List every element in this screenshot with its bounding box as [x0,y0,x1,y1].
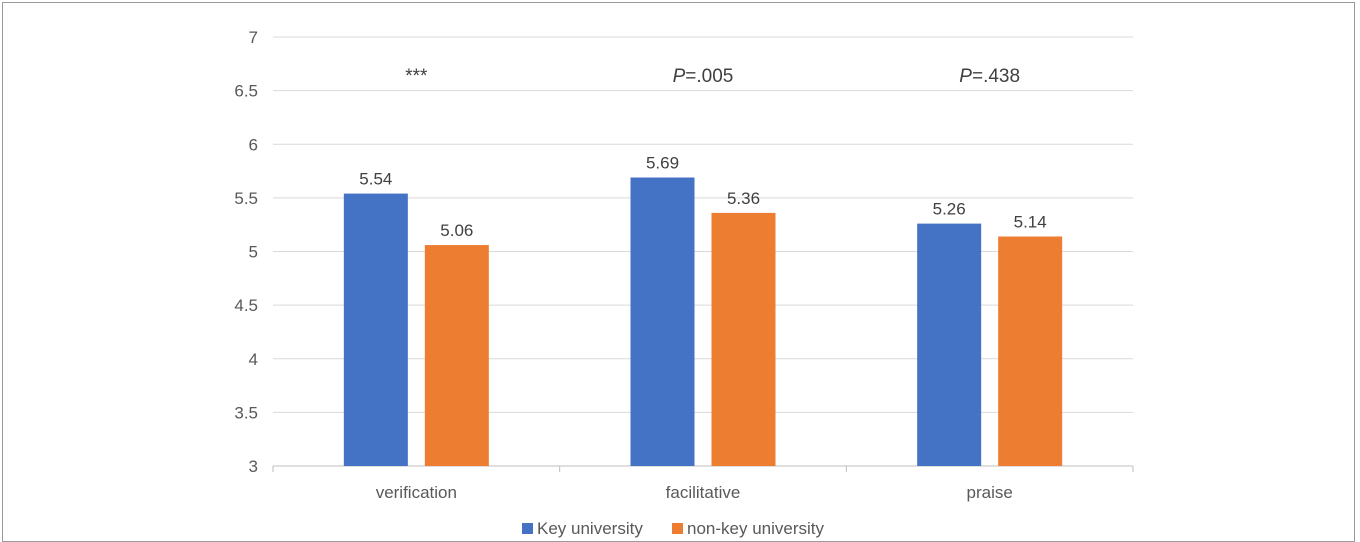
y-tick-label: 4 [249,350,258,369]
legend: Key university non-key university [522,519,825,538]
significance-annotation: *** [405,66,428,87]
legend-swatch [672,523,683,534]
bar-chart: 33.544.555.566.57 5.545.065.695.365.265.… [234,28,1134,538]
data-label: 5.14 [1014,212,1047,231]
data-label: 5.26 [933,200,966,219]
significance-annotation: P=.438 [959,66,1020,87]
y-tick-label: 3.5 [234,403,258,422]
y-tick-label: 6 [249,135,258,154]
p-symbol: P [959,66,972,87]
data-label: 5.69 [646,153,679,172]
bars [343,177,1063,466]
y-tick-label: 6.5 [234,82,258,101]
p-value: =.005 [685,66,733,87]
significance-annotation: P=.005 [673,66,734,87]
legend-label: non-key university [687,519,825,538]
bar [343,193,408,466]
category-label: verification [376,483,457,502]
p-symbol: P [673,66,686,87]
y-tick-label: 4.5 [234,296,258,315]
bar [917,223,982,466]
y-axis-ticks: 3 3.5 4 4.5 5 5.5 6 6.5 7 [234,28,258,476]
bar [424,245,489,466]
data-labels: 5.54 5.06 5.69 5.36 5.26 5.14 [359,153,1046,240]
x-axis [272,465,1134,472]
bar [998,236,1063,466]
bar [711,212,776,466]
data-label: 5.36 [727,189,760,208]
p-value: =.438 [972,66,1020,87]
legend-label: Key university [537,519,643,538]
y-tick-label: 3 [249,457,258,476]
data-label: 5.54 [359,170,392,189]
category-label: praise [967,483,1013,502]
category-label: facilitative [666,483,741,502]
category-labels: verification facilitative praise [376,483,1013,502]
y-tick-label: 5.5 [234,189,258,208]
data-label: 5.06 [440,221,473,240]
gridlines [273,36,1133,413]
bar [630,177,695,466]
significance-annotations: *** P=.005 P=.438 [405,66,1020,87]
y-tick-label: 5 [249,243,258,262]
y-tick-label: 7 [249,28,258,47]
legend-swatch [522,523,533,534]
